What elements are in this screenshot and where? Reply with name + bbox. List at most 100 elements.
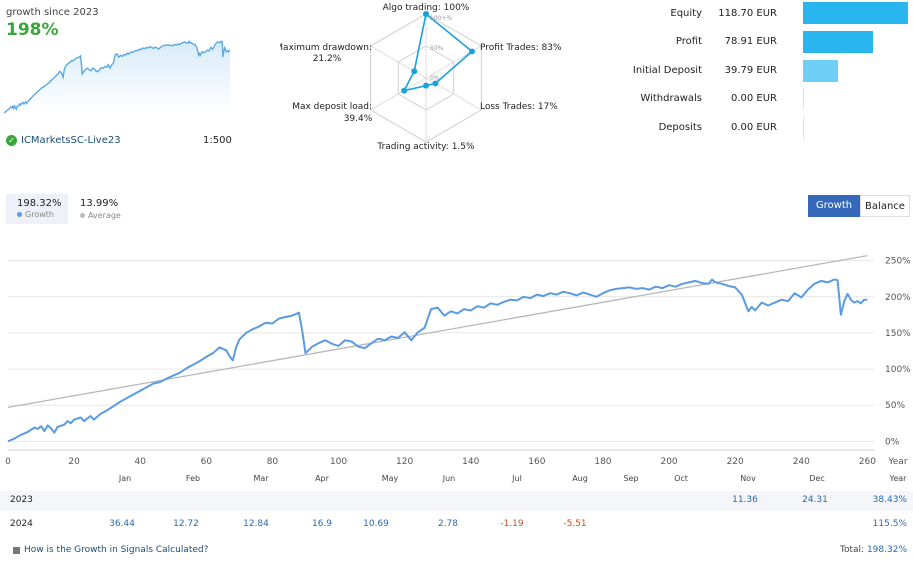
month-label: Sep (623, 474, 639, 483)
radar-label-load-name: Max deposit load: (292, 102, 372, 112)
month-label: Jul (512, 474, 522, 483)
mini-chart-area (4, 41, 230, 113)
x-tick-label: 140 (462, 457, 479, 467)
year-total: 38.43% (872, 495, 907, 505)
legend-growth-value: 198.32% (17, 198, 62, 209)
x-tick-label: 80 (267, 457, 279, 467)
month-label: May (381, 474, 399, 483)
table-cell: -5.51 (563, 519, 587, 529)
growth-chart: 0% 50% 100% 150% 200% 250% 0 20 40 60 80 100 120 140… (5, 254, 911, 467)
radar-grid (370, 13, 482, 143)
total-value: 198.32% (866, 545, 907, 555)
legend-average-value: 13.99% (80, 198, 119, 209)
stat-label-profit: Profit (675, 36, 702, 47)
table-cell: 2.78 (437, 519, 459, 529)
x-tick-label: 180 (594, 457, 611, 467)
account-link[interactable]: ✓ ICMarketsSC-Live23 (6, 135, 121, 146)
radar-scale-0: 0% (430, 75, 440, 82)
mini-chart-line (3, 39, 230, 114)
y-tick-label: 50% (885, 401, 905, 411)
legend-average-name: Average (80, 211, 121, 220)
month-label: Year (889, 474, 907, 483)
year-label: 2023 (10, 495, 33, 505)
table-cell: 12.72 (173, 519, 199, 529)
table-cell: 16.9 (311, 519, 333, 529)
legend-average-label: Average (88, 211, 121, 220)
growth-line (7, 278, 868, 443)
radar-spoke (370, 77, 427, 111)
y-tick-label: 250% (885, 257, 911, 267)
radar-label-profit: Profit Trades: 83% (480, 43, 562, 53)
x-tick-label: 120 (396, 457, 413, 467)
table-cell: 11.36 (732, 495, 758, 505)
stat-value-equity: 118.70 EUR (718, 8, 777, 19)
legend-growth[interactable]: 198.32% Growth (6, 194, 68, 224)
average-dot-icon (80, 213, 85, 218)
radar-point (432, 80, 439, 87)
radar-label-drawdown-value: 21.2% (313, 54, 342, 64)
radar-point (401, 87, 408, 94)
month-label: Apr (315, 474, 329, 483)
radar-point (469, 48, 476, 55)
radar-label-loss: Loss Trades: 17% (480, 102, 558, 112)
x-tick-label: 20 (68, 457, 80, 467)
radar-label-load-value: 39.4% (344, 114, 373, 124)
month-label: Jan (118, 474, 132, 483)
table-cell: 10.69 (363, 519, 389, 529)
trend-line (7, 254, 868, 409)
x-tick-label: 0 (5, 457, 11, 467)
legend-growth-name: Growth (17, 210, 54, 219)
stat-bar-initial-deposit (803, 60, 839, 82)
x-tick-label: 260 (859, 457, 876, 467)
y-axis-ticks: 0% 50% 100% 150% 200% 250% (885, 257, 911, 448)
radar-scale-50: 50% (430, 45, 444, 52)
radar-chart: 100+% 50% 0% Algo trading: 100% Profit T… (280, 3, 562, 152)
radar-label-activity: Trading activity: 1.5% (376, 142, 475, 152)
book-icon (13, 546, 20, 554)
x-tick-label: 200 (660, 457, 677, 467)
month-label: Nov (740, 474, 756, 483)
table-cell: 36.44 (109, 519, 135, 529)
x-tick-label: 220 (727, 457, 744, 467)
growth-since-label: growth since 2023 (6, 7, 99, 18)
legend-growth-label: Growth (25, 210, 54, 219)
radar-label-algo: Algo trading: 100% (383, 3, 470, 13)
month-label: Jun (442, 474, 456, 483)
total-row: Total: 198.32% (840, 545, 907, 555)
stat-bar-withdrawals (803, 88, 804, 110)
radar-point (411, 68, 418, 75)
stat-label-initial-deposit: Initial Deposit (632, 65, 702, 76)
growth-dot-icon (17, 212, 22, 217)
year-label: 2024 (10, 519, 33, 529)
x-tick-label: 100 (330, 457, 347, 467)
y-tick-label: 150% (885, 329, 911, 339)
growth-toggle-button[interactable]: Growth (808, 195, 860, 217)
verified-shield-icon: ✓ (6, 135, 17, 146)
radar-points (401, 11, 476, 94)
month-label: Oct (674, 474, 688, 483)
growth-calculation-link-text: How is the Growth in Signals Calculated? (24, 545, 209, 555)
stat-bar-profit (803, 31, 873, 53)
stat-bar-deposits (803, 117, 804, 139)
y-tick-label: 200% (885, 293, 911, 303)
leverage-value: 1:500 (203, 135, 232, 146)
chart-gridlines (8, 260, 874, 451)
year-total: 115.5% (872, 519, 907, 529)
radar-scale-100: 100+% (430, 15, 452, 22)
legend-average[interactable]: 13.99% Average (80, 198, 121, 220)
balance-toggle-button[interactable]: Balance (860, 195, 910, 217)
x-tick-label: 40 (134, 457, 146, 467)
account-name: ICMarketsSC-Live23 (21, 135, 121, 146)
table-cell: -1.19 (500, 519, 524, 529)
stat-value-profit: 78.91 EUR (724, 36, 777, 47)
x-tick-label: 240 (793, 457, 810, 467)
month-label: Feb (185, 474, 201, 483)
y-tick-label: 0% (885, 437, 900, 447)
month-label: Aug (572, 474, 588, 483)
x-tick-label: 60 (201, 457, 213, 467)
table-row-2024: 2024 36.44 12.72 12.84 16.9 10.69 2.78 -1.19 -5… (0, 515, 913, 535)
growth-calculation-link[interactable]: How is the Growth in Signals Calculated? (13, 545, 208, 555)
total-label: Total: (840, 545, 865, 555)
stat-label-equity: Equity (670, 8, 702, 19)
stat-value-deposits: 0.00 EUR (730, 122, 777, 133)
